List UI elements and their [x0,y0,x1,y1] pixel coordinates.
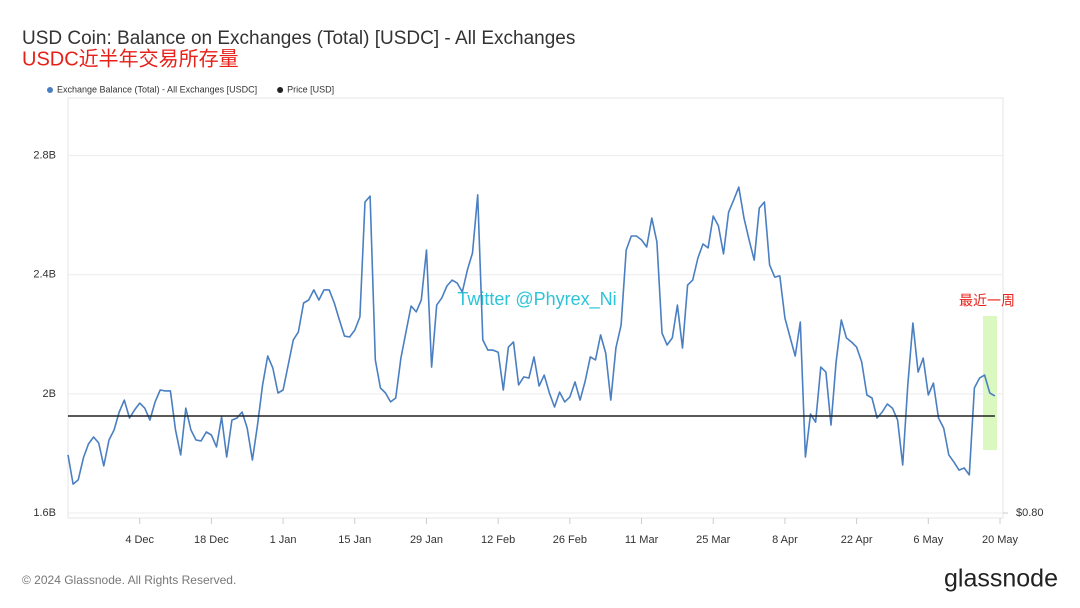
x-tick-label: 25 Mar [696,534,731,546]
chart-subtitle: USDC近半年交易所存量 [22,47,239,70]
y-tick-label: 1.6B [33,507,56,519]
x-tick-label: 18 Dec [194,534,229,546]
x-tick-label: 15 Jan [338,534,371,546]
x-tick-label: 4 Dec [125,534,154,546]
x-tick-label: 1 Jan [270,534,297,546]
footer: © 2024 Glassnode. All Rights Reserved. [22,573,236,587]
x-tick-label: 8 Apr [772,534,798,546]
logo: glassnode [944,565,1058,593]
y-tick-label: 2.4B [33,269,56,281]
x-tick-label: 20 May [982,534,1019,546]
x-tick-label: 6 May [913,534,943,546]
legend-label: Price [USD] [287,84,334,94]
legend-label: Exchange Balance (Total) - All Exchanges… [57,84,257,94]
annotation: 最近一周 [959,293,1015,309]
chart-title: USD Coin: Balance on Exchanges (Total) [… [22,28,575,49]
x-tick-label: 12 Feb [481,534,515,546]
series-line [67,186,996,485]
legend-marker [47,87,53,93]
x-tick-label: 11 Mar [625,534,659,546]
x-tick-label: 29 Jan [410,534,443,546]
y-tick-label: 2B [43,388,56,400]
y-tick-label: 2.8B [33,149,56,161]
y2-tick-label: $0.80 [1016,507,1044,519]
x-tick-label: 22 Apr [841,534,873,546]
x-tick-label: 26 Feb [553,534,587,546]
watermark: Twitter @Phyrex_Ni [457,289,616,310]
legend-marker [277,87,284,93]
plot-frame [67,97,1004,519]
highlight-box [983,316,997,450]
